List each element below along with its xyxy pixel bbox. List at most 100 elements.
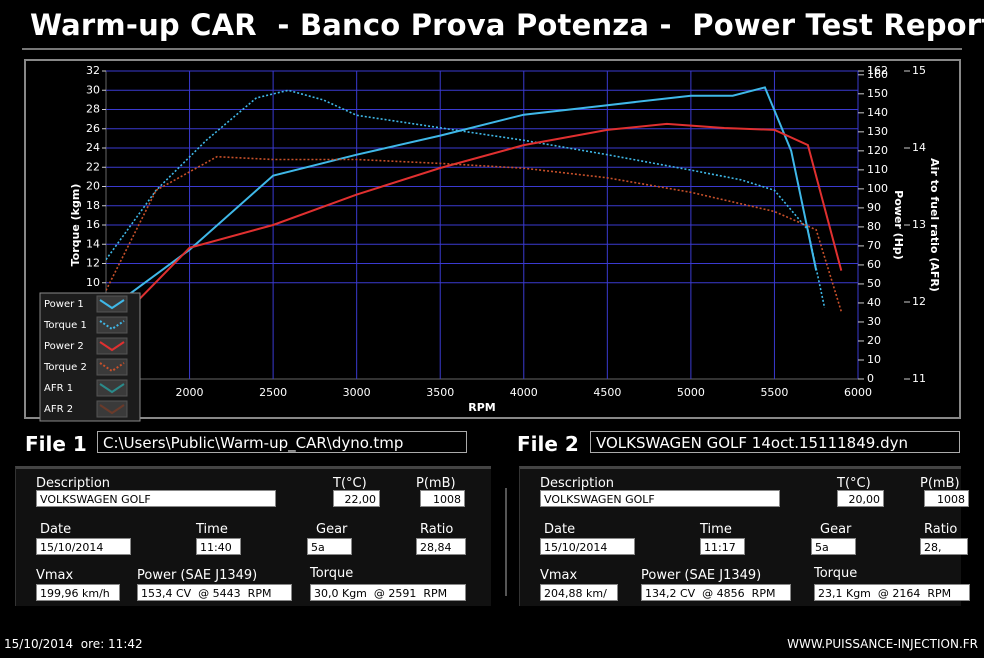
y2-tick-label: 162 [867,64,888,77]
legend-label: Power 1 [44,299,84,310]
footer-timestamp: 15/10/2014 ore: 11:42 [4,637,143,651]
x-tick-label: 6000 [844,386,872,399]
y-tick-label: 10 [86,276,100,289]
series-line [106,89,826,308]
legend-swatch [99,299,125,310]
y2-tick-label: 120 [867,144,888,157]
y2-tick-label: 140 [867,106,888,119]
y-tick-label: 24 [86,141,100,154]
file-label: File 1 [25,432,87,456]
x-tick-label: 3500 [426,386,454,399]
field-label: Time [196,522,228,537]
field-value: 5a [307,538,352,555]
panel-separator [505,488,507,596]
x-tick-label: 5500 [760,386,788,399]
footer-website: WWW.PUISSANCE-INJECTION.FR [787,637,978,651]
y-tick-label: 32 [86,64,100,77]
y2-tick-label: 10 [867,353,881,366]
y2-tick-label: 60 [867,258,881,271]
field-value: 15/10/2014 [540,538,635,555]
field-label: Vmax [36,568,74,583]
field-value: 30,0 Kgm @ 2591 RPM [310,584,466,601]
report-panel [519,466,961,606]
field-value: 204,88 km/ [540,584,618,601]
field-label: Ratio [420,522,454,537]
file-path: VOLKSWAGEN GOLF 14oct.15111849.dyn [590,431,960,453]
y3-tick-label: 14 [912,141,926,154]
y-tick-label: 14 [86,237,100,250]
y2-tick-label: 150 [867,87,888,100]
x-tick-label: 2000 [176,386,204,399]
x-tick-label: 3000 [343,386,371,399]
legend-swatch-box [96,295,128,313]
y2-tick-label: 0 [867,372,874,385]
legend-label: Torque 2 [43,362,87,373]
y2-tick-label: 40 [867,296,881,309]
legend-box [39,292,141,422]
field-label: Gear [820,522,852,537]
y-tick-label: 16 [86,218,100,231]
field-label: Description [36,476,111,491]
y-tick-label: 30 [86,83,100,96]
y-tick-label: 28 [86,103,100,116]
y-tick-label: 22 [86,160,100,173]
field-label: Description [540,476,615,491]
field-label: Vmax [540,568,578,583]
field-value: 15/10/2014 [36,538,131,555]
series-line [122,86,818,300]
legend-swatch-box [96,400,128,418]
field-label: Ratio [924,522,958,537]
field-label: T(°C) [333,476,367,491]
field-value: 28,84 [416,538,466,555]
legend-swatch-box [96,358,128,376]
legend-swatch [99,362,125,373]
field-label: Gear [316,522,348,537]
title-rule [22,48,962,50]
y3-tick-label: 11 [912,372,926,385]
y-tick-label: 20 [86,180,100,193]
y2-axis-label: Power (Hp) [892,190,905,260]
y2-tick-label: 110 [867,163,888,176]
x-axis-label: RPM [468,401,495,414]
file-label: File 2 [517,432,579,456]
y3-tick-label: 12 [912,295,926,308]
legend-swatch [99,320,125,331]
legend-swatch [99,404,125,415]
report-title: Warm-up CAR - Banco Prova Potenza - Powe… [30,8,984,42]
dyno-chart: 10 12 14 16 18 20 22 24 26 28 30 32 2000 2500 3000 3500… [24,59,961,422]
x-tick-label: 2500 [259,386,287,399]
legend-label: AFR 2 [44,404,73,415]
y2-tick-label: 90 [867,201,881,214]
legend-swatch-box [96,337,128,355]
y2-tick-label: 20 [867,334,881,347]
y-tick-label: 26 [86,122,100,135]
legend-swatch-box [96,316,128,334]
y3-axis-label: Air to fuel ratio (AFR) [928,158,941,292]
y2-tick-label: 130 [867,125,888,138]
field-label: Torque [310,566,354,581]
field-value: 22,00 [333,490,380,507]
y-axis-label: Torque (kgm) [69,184,82,267]
field-value: 153,4 CV @ 5443 RPM [137,584,292,601]
legend-swatch [99,341,125,352]
legend-label: Torque 1 [43,320,87,331]
field-label: P(mB) [920,476,960,491]
field-value: VOLKSWAGEN GOLF [36,490,276,507]
y2-tick-label: 160 [867,68,888,81]
field-value: 20,00 [837,490,884,507]
field-label: Torque [814,566,858,581]
y2-tick-label: 50 [867,277,881,290]
field-value: 11:17 [700,538,745,555]
legend-label: Power 2 [44,341,84,352]
field-value: 1008 [924,490,969,507]
field-value: 199,96 km/h [36,584,120,601]
y2-tick-label: 30 [867,315,881,328]
x-tick-label: 5000 [677,386,705,399]
x-tick-label: 4000 [510,386,538,399]
y3-tick-label: 15 [912,64,926,77]
field-label: P(mB) [416,476,456,491]
field-label: Time [700,522,732,537]
field-label: Power (SAE J1349) [641,568,762,583]
field-value: 23,1 Kgm @ 2164 RPM [814,584,970,601]
